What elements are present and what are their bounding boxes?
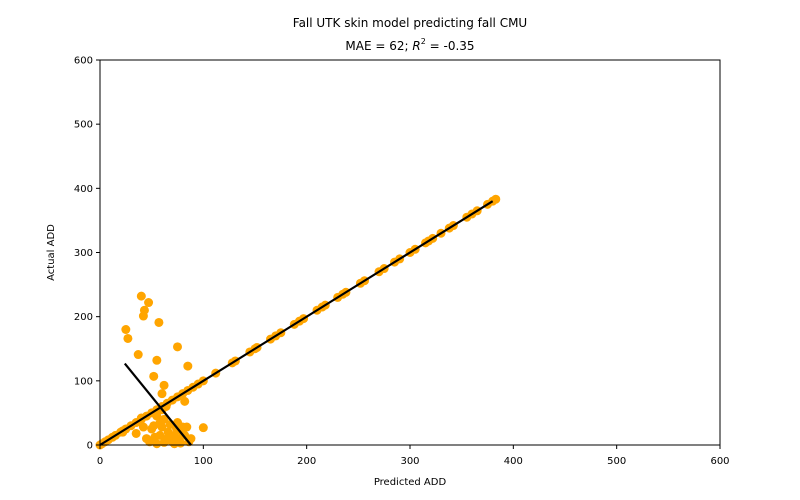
data-point-103 xyxy=(182,422,192,432)
lines-layer xyxy=(99,200,494,446)
x-axis-label: Predicted ADD xyxy=(374,477,447,488)
subtitle-prefix: MAE = 62; xyxy=(345,39,412,53)
data-point-68 xyxy=(144,298,154,308)
fit-line-0 xyxy=(99,200,494,446)
y-tick-label-400: 400 xyxy=(74,184,93,195)
data-point-88 xyxy=(155,430,165,440)
data-point-74 xyxy=(173,342,182,352)
data-point-71 xyxy=(154,317,164,327)
y-tick-label-300: 300 xyxy=(74,248,93,259)
y-axis-label: Actual ADD xyxy=(46,224,57,281)
y-tick-label-600: 600 xyxy=(74,56,93,67)
data-point-87 xyxy=(152,411,162,421)
data-point-62 xyxy=(121,325,131,334)
x-tick-label-0: 0 xyxy=(97,456,103,467)
data-point-79 xyxy=(131,428,141,438)
y-tick-label-100: 100 xyxy=(74,376,93,387)
x-tick-label-300: 300 xyxy=(400,456,419,467)
data-point-64 xyxy=(133,350,143,360)
subtitle-exponent: 2 xyxy=(421,37,426,46)
data-point-77 xyxy=(198,423,208,433)
y-tick-label-500: 500 xyxy=(74,120,93,131)
y-axis-ticks: 0 100 200 300 400 500 600 xyxy=(74,56,100,452)
x-tick-label-400: 400 xyxy=(504,456,523,467)
chart-title: Fall UTK skin model predicting fall CMU xyxy=(293,16,527,30)
data-point-73 xyxy=(159,380,169,390)
x-tick-label-600: 600 xyxy=(710,456,729,467)
data-point-106 xyxy=(152,439,162,449)
data-point-72 xyxy=(157,389,167,399)
data-point-112 xyxy=(155,418,165,428)
y-tick-label-200: 200 xyxy=(74,312,93,323)
data-point-61 xyxy=(491,194,501,204)
x-axis-ticks: 0 100 200 300 400 500 600 xyxy=(97,445,730,467)
x-tick-label-500: 500 xyxy=(607,456,626,467)
data-point-67 xyxy=(139,305,149,315)
data-point-81 xyxy=(138,422,148,432)
data-point-76 xyxy=(183,361,193,371)
chart-subtitle: MAE = 62; R2 = -0.35 xyxy=(345,37,474,53)
data-point-109 xyxy=(169,439,179,449)
subtitle-r: R xyxy=(412,39,420,53)
data-point-69 xyxy=(149,371,159,381)
data-point-70 xyxy=(152,355,162,365)
x-tick-label-200: 200 xyxy=(297,456,316,467)
data-point-108 xyxy=(163,432,173,442)
data-point-63 xyxy=(123,333,133,343)
fit-line-1 xyxy=(123,362,192,446)
subtitle-suffix: = -0.35 xyxy=(426,39,475,53)
data-point-75 xyxy=(180,396,190,406)
y-tick-label-0: 0 xyxy=(87,441,93,452)
data-point-65 xyxy=(136,291,146,301)
x-tick-label-100: 100 xyxy=(194,456,213,467)
